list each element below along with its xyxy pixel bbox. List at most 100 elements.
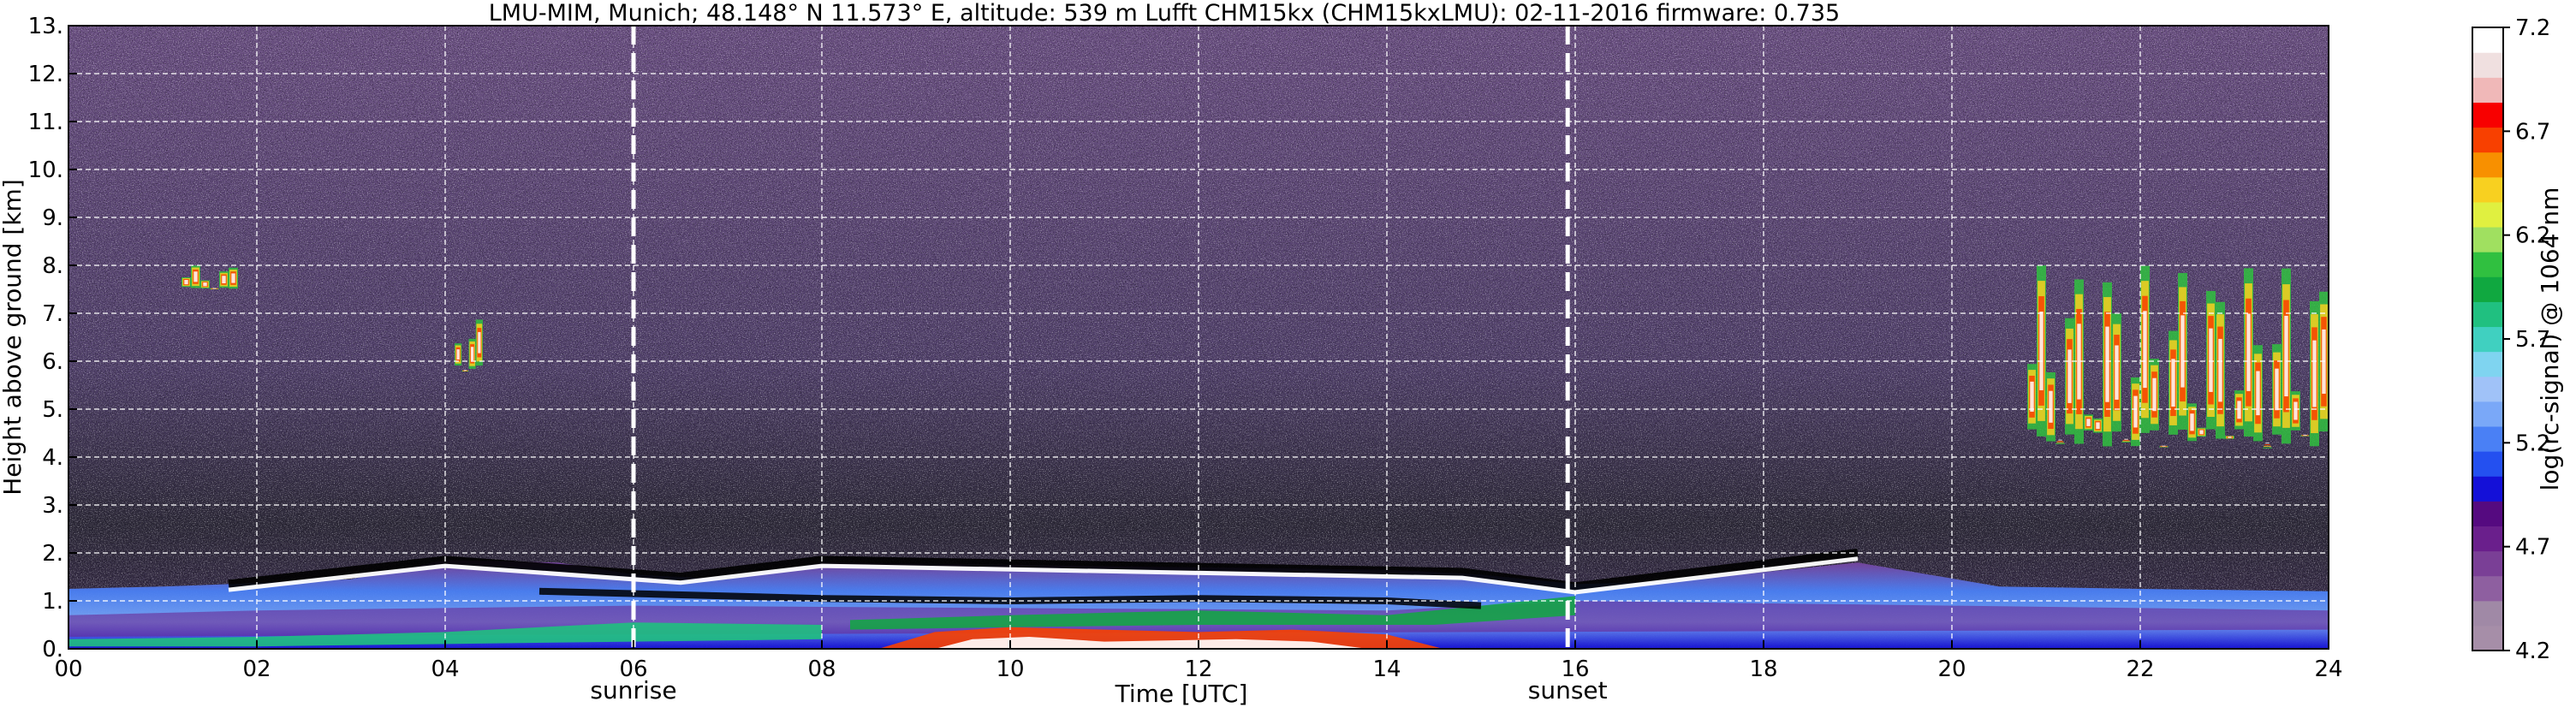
colorbar-segment: [2472, 600, 2503, 627]
y-tick-label: 7.: [42, 301, 63, 327]
annotation-lines: sunrise sunset: [590, 26, 1608, 704]
colorbar-segment: [2472, 102, 2503, 128]
colorbar-tick-label: 6.7: [2515, 119, 2550, 145]
colorbar-segment: [2472, 376, 2503, 402]
cirrus-late-cell: [2303, 434, 2307, 436]
y-axis-ticks: 0. 1. 2. 3. 4. 5. 6. 7. 8. 9. 10. 11. 12. 13.: [28, 14, 77, 662]
cirrus-late-cell: [2162, 445, 2166, 447]
cirrus-late-cell: [2312, 340, 2317, 407]
cirrus-late-cell: [2133, 395, 2138, 428]
cirrus-late-cell: [2180, 315, 2185, 388]
y-tick-label: 11.: [28, 110, 63, 135]
colorbar-segment: [2472, 526, 2503, 552]
y-tick-label: 9.: [42, 205, 63, 231]
cirrus-late-cell: [2067, 349, 2072, 403]
cirrus-late-cell: [2030, 381, 2034, 412]
colorbar-tick-label: 6.2: [2515, 223, 2550, 249]
colorbar-segment: [2472, 351, 2503, 377]
colorbar-tick-label: 4.2: [2515, 639, 2550, 664]
x-tick-label: 00: [54, 656, 82, 682]
x-tick-label: 16: [1561, 656, 1589, 682]
colorbar-tick-label: 7.2: [2515, 15, 2550, 41]
colorbar-segment: [2472, 501, 2503, 526]
x-tick-label: 04: [431, 656, 459, 682]
y-tick-label: 4.: [42, 445, 63, 471]
colorbar-segment: [2472, 152, 2503, 178]
cirrus-late-cell: [2124, 438, 2128, 440]
cirrus-late-cell: [2218, 338, 2222, 402]
x-axis-label: Time [UTC]: [1115, 680, 1248, 707]
y-tick-label: 12.: [28, 62, 63, 87]
cirrus-late-cell: [2171, 359, 2175, 407]
cirrus-late-cell: [2055, 443, 2065, 444]
annotation-label-sunset: sunset: [1528, 676, 1608, 704]
cirrus-early-cell: [193, 271, 198, 282]
colorbar-tick-label: 5.7: [2515, 327, 2550, 353]
x-tick-label: 02: [242, 656, 271, 682]
x-tick-label: 12: [1184, 656, 1212, 682]
colorbar-segment: [2472, 476, 2503, 502]
cirrus-late-cell: [2190, 413, 2194, 431]
y-tick-label: 13.: [28, 14, 63, 39]
colorbar-segment: [2472, 127, 2503, 153]
cirrus-early-cell: [231, 273, 235, 283]
x-tick-label: 18: [1749, 656, 1777, 682]
x-tick-label: 06: [619, 656, 647, 682]
cirrus-late-cell: [2086, 419, 2091, 426]
cirrus-late-cell: [2152, 377, 2157, 412]
cirrus-early-cell: [184, 280, 188, 285]
cirrus-late-cell: [2057, 441, 2063, 443]
colorbar-segment: [2472, 276, 2503, 302]
cirrus-late-cell: [2256, 371, 2260, 416]
cirrus-late-cell: [2284, 315, 2288, 397]
annotation-label-sunrise: sunrise: [590, 676, 676, 704]
colorbar-segment: [2472, 301, 2503, 328]
cirrus-late-cell: [2293, 401, 2298, 420]
x-tick-label: 22: [2126, 656, 2154, 682]
x-axis-ticks: 00 02 04 06 08 10 12 14 16 18 20 22 24: [54, 640, 2343, 682]
cirrus-late-cell: [2123, 439, 2129, 441]
cirrus-late-cell: [2049, 390, 2053, 423]
midday-white-core: [935, 637, 1368, 649]
cirrus-04h-cell: [456, 349, 460, 360]
grid-lines: [68, 26, 2329, 649]
cirrus-late-cell: [2263, 447, 2272, 449]
colorbar: 4.2 4.7 5.2 5.7 6.2 6.7 7.2: [2472, 15, 2550, 664]
cirrus-late-cell: [2143, 311, 2147, 389]
colorbar-segment: [2472, 425, 2503, 452]
cirrus-late-cell: [2264, 444, 2270, 446]
y-tick-label: 1.: [42, 589, 63, 615]
colorbar-segment: [2472, 77, 2503, 103]
cirrus-late-cell: [2264, 445, 2271, 447]
cirrus-04h-cell: [463, 370, 467, 371]
x-tick-label: 10: [996, 656, 1024, 682]
y-tick-label: 2.: [42, 541, 63, 567]
colorbar-tick-label: 4.7: [2515, 535, 2550, 561]
cirrus-late-cell: [2121, 441, 2131, 443]
cirrus-late-cell: [2122, 440, 2130, 442]
cirrus-late-cell: [2237, 401, 2241, 419]
colorbar-segment: [2472, 52, 2503, 78]
y-tick-label: 10.: [28, 157, 63, 183]
colorbar-segment: [2472, 550, 2503, 577]
cirrus-early-cell: [222, 276, 226, 284]
bl-top-black: [538, 587, 1482, 609]
cirrus-late-cell: [2039, 312, 2044, 390]
colorbar-segment: [2472, 326, 2503, 353]
cirrus-late-cell: [2077, 324, 2081, 400]
colorbar-label: log(rc-signal) @ 1064 nm: [2536, 187, 2564, 491]
cirrus-late-cell: [2246, 313, 2251, 391]
colorbar-segment: [2472, 226, 2503, 253]
plot-area: sunrise sunset 00 02 04 06 08 10 12 14 16 18 20 22 24…: [28, 14, 2343, 704]
cirrus-late-cell: [2199, 430, 2204, 435]
y-tick-label: 5.: [42, 397, 63, 423]
y-tick-label: 3.: [42, 493, 63, 519]
colorbar-segment: [2472, 201, 2503, 228]
x-tick-label: 20: [1937, 656, 1966, 682]
y-tick-label: 0.: [42, 637, 63, 662]
y-tick-label: 8.: [42, 253, 63, 279]
cirrus-late-cell: [2056, 442, 2064, 443]
colorbar-segment: [2472, 575, 2503, 602]
colorbar-segment: [2472, 401, 2503, 427]
x-tick-label: 24: [2314, 656, 2342, 682]
